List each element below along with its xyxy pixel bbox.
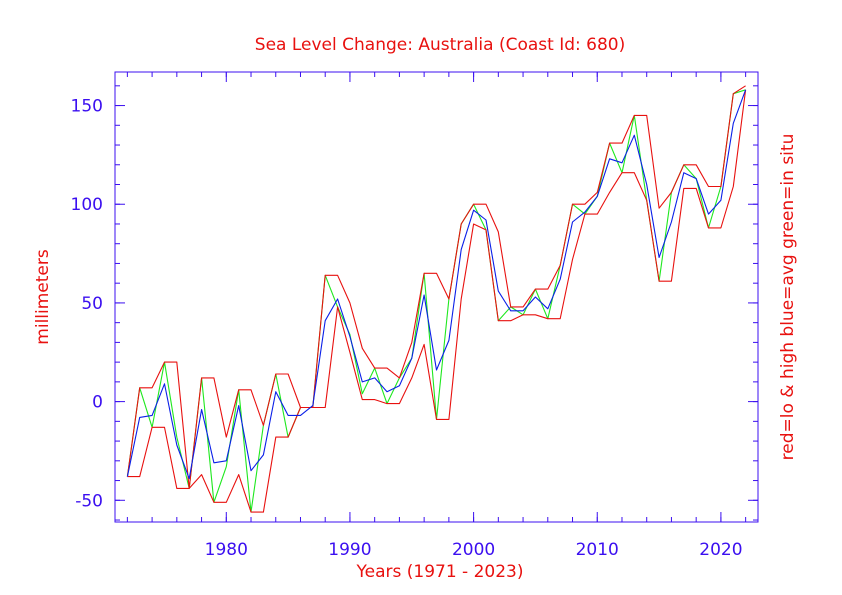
y-axis-label: millimeters: [33, 249, 53, 345]
series-line-in-situ: [126, 89, 746, 513]
series-lines: [126, 85, 747, 513]
x-axis-label: Years (1971 - 2023): [356, 562, 524, 582]
plot-frame: [114, 71, 759, 523]
plot-border: [114, 71, 759, 523]
y-tick-label: 150: [71, 97, 103, 117]
y-tick-labels: -50 0 50 100 150: [71, 97, 103, 512]
x-tick-label: 2000: [452, 540, 495, 560]
y-tick-label: 50: [81, 294, 103, 314]
x-tick-label: 1990: [328, 540, 371, 560]
y-tick-label: 0: [92, 393, 103, 413]
y-axis-label-right: red=lo & high blue=avg green=in situ: [778, 134, 798, 461]
series-line-low: [127, 89, 747, 513]
x-tick-label: 2020: [699, 540, 742, 560]
chart-title: Sea Level Change: Australia (Coast Id: 6…: [255, 35, 625, 55]
major-ticks: [115, 72, 758, 522]
y-tick-label: -50: [75, 491, 103, 511]
series-line-average: [126, 89, 747, 480]
x-tick-labels: 1980 1990 2000 2010 2020: [205, 540, 743, 560]
y-tick-label: 100: [71, 195, 103, 215]
series-line-high: [126, 85, 746, 489]
x-tick-label: 2010: [576, 540, 619, 560]
x-tick-label: 1980: [205, 540, 248, 560]
